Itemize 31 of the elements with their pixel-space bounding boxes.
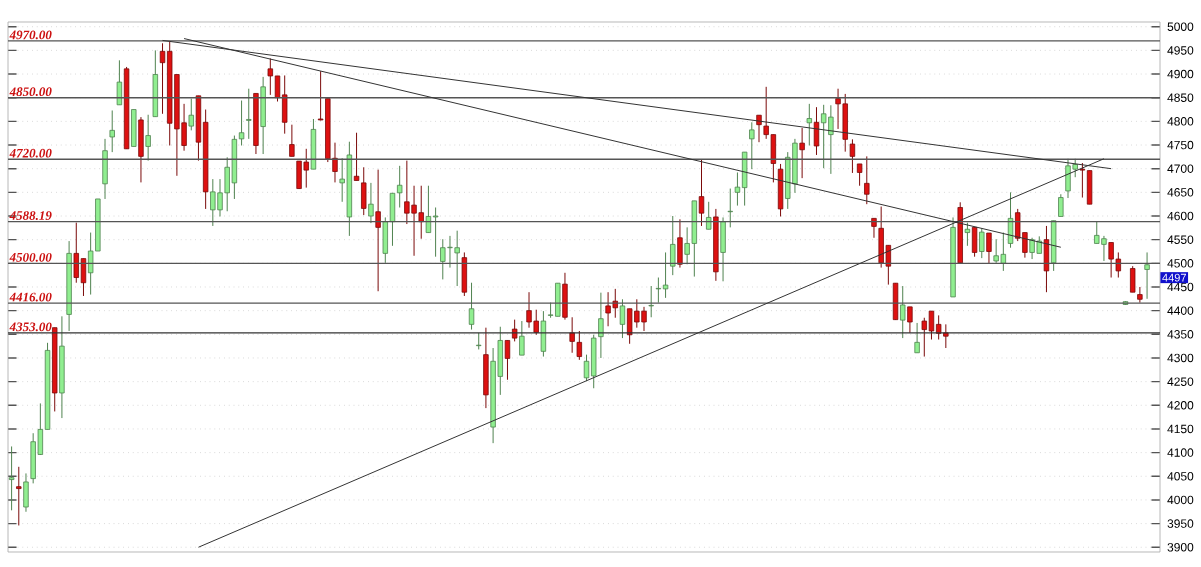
y-tick-label: 4650 bbox=[1167, 188, 1194, 197]
text: 4497 bbox=[1162, 273, 1186, 282]
ref-line-label: 4970.00 bbox=[9, 30, 52, 40]
y-tick-label: 4300 bbox=[1167, 353, 1194, 363]
y-tick-label: 4750 bbox=[1167, 140, 1194, 150]
y-tick-label: 4050 bbox=[1167, 472, 1194, 481]
y-tick-label: 4500 bbox=[1167, 259, 1194, 268]
y-tick-label: 4950 bbox=[1167, 46, 1194, 55]
y-tick-label: 4700 bbox=[1167, 164, 1194, 173]
y-tick-label: 4550 bbox=[1167, 235, 1194, 244]
y-tick-label: 3950 bbox=[1167, 519, 1194, 528]
y-tick-label: 4000 bbox=[1167, 495, 1194, 505]
y-tick-label: 4350 bbox=[1167, 330, 1194, 339]
y-tick-label: 4900 bbox=[1167, 69, 1194, 79]
ref-line-label: 4416.00 bbox=[9, 292, 52, 302]
ref-line-label: 4500.00 bbox=[9, 252, 52, 262]
y-tick-label: 4800 bbox=[1167, 117, 1194, 126]
y-tick-label: 3900 bbox=[1167, 543, 1194, 552]
y-tick-label: 4100 bbox=[1167, 448, 1194, 457]
ref-line-label: 4850.00 bbox=[9, 87, 52, 97]
ref-line-label: 4353.00 bbox=[9, 322, 52, 332]
ref-line-label: 4588.19 bbox=[9, 211, 52, 220]
y-tick-label: 4450 bbox=[1167, 282, 1194, 292]
y-tick-label: 4400 bbox=[1167, 306, 1194, 315]
y-tick-label: 4850 bbox=[1167, 93, 1194, 102]
y-tick-label: 4600 bbox=[1167, 211, 1194, 221]
ref-line-label: 4720.00 bbox=[9, 148, 52, 158]
y-tick-label: 5000 bbox=[1167, 22, 1194, 31]
y-tick-label: 4150 bbox=[1167, 424, 1194, 434]
y-tick-label: 4200 bbox=[1167, 401, 1194, 410]
y-tick-label: 4250 bbox=[1167, 377, 1194, 386]
